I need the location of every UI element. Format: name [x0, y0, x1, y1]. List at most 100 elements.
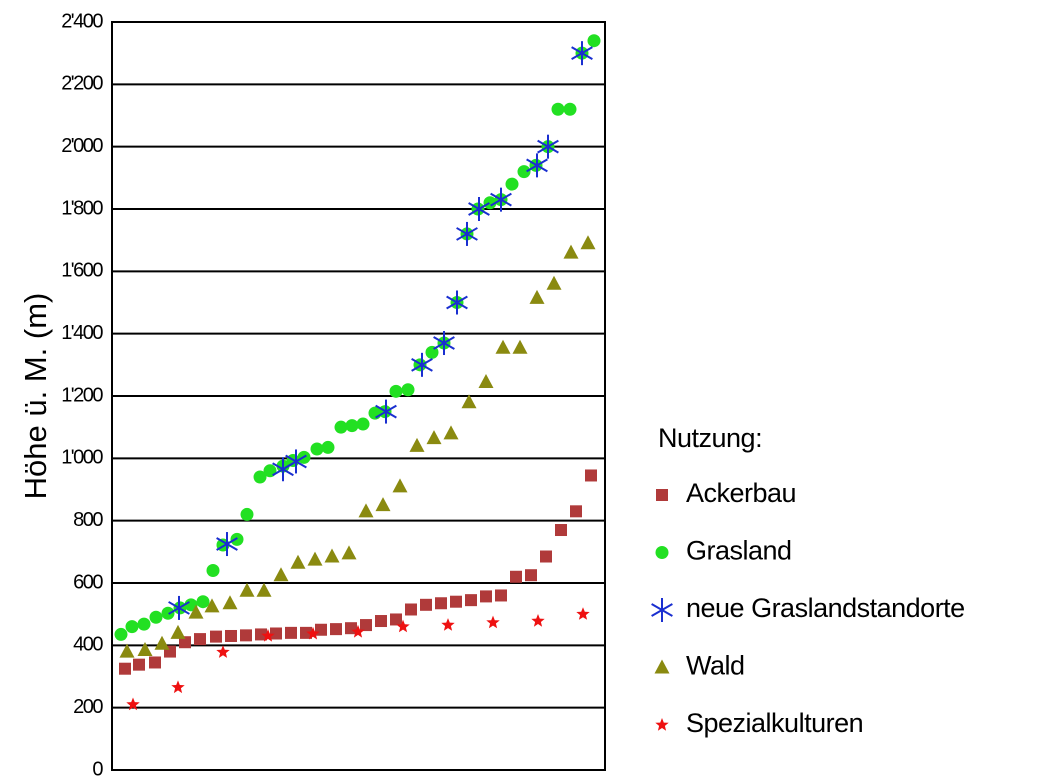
marker: [505, 177, 519, 191]
point: [356, 417, 370, 431]
point: [435, 597, 447, 610]
point: [570, 505, 582, 518]
point: [375, 497, 391, 512]
point: [478, 373, 494, 388]
marker: [529, 289, 545, 304]
point: [443, 425, 459, 440]
marker: [179, 636, 191, 649]
point: [392, 478, 408, 493]
point: [426, 430, 442, 445]
point: [563, 244, 579, 259]
marker: [512, 339, 528, 354]
marker: [495, 589, 507, 602]
marker: [240, 507, 254, 521]
point: [505, 177, 519, 191]
marker: [225, 629, 237, 642]
marker: [401, 383, 415, 397]
y-tick-label: 2'400: [61, 10, 103, 32]
marker: [654, 659, 670, 674]
marker: [525, 569, 537, 582]
point: [149, 656, 161, 669]
marker: [468, 202, 490, 216]
y-tick-label: 1'600: [61, 260, 103, 282]
marker: [351, 624, 365, 638]
point: [585, 469, 597, 482]
marker: [375, 497, 391, 512]
point: [194, 633, 206, 646]
marker: [517, 165, 531, 179]
point: [216, 645, 230, 658]
marker: [137, 617, 151, 631]
point: [255, 628, 267, 641]
point: [555, 524, 567, 537]
marker: [435, 597, 447, 610]
marker: [551, 102, 565, 116]
point: [409, 437, 425, 452]
point: [179, 636, 191, 649]
marker: [307, 551, 323, 566]
marker: [126, 697, 140, 711]
marker: [563, 244, 579, 259]
point: [351, 624, 365, 638]
point: [551, 102, 565, 116]
point: [495, 589, 507, 602]
point: [540, 550, 552, 563]
point: [149, 610, 163, 624]
marker: [446, 295, 468, 310]
legend-marker: [655, 546, 669, 559]
point: [285, 449, 307, 474]
point: [495, 339, 511, 354]
point: [161, 606, 175, 620]
point: [114, 627, 128, 641]
point: [480, 590, 492, 603]
y-tick-label: 400: [73, 634, 103, 656]
point: [285, 626, 297, 639]
marker: [256, 582, 272, 597]
marker: [510, 570, 522, 583]
point: [137, 642, 153, 657]
marker: [119, 662, 131, 675]
marker: [196, 595, 210, 609]
marker: [149, 656, 161, 669]
point: [576, 607, 590, 620]
point: [571, 41, 593, 66]
point: [420, 598, 432, 611]
marker: [655, 546, 669, 559]
point: [441, 618, 455, 631]
marker: [526, 158, 548, 173]
point: [171, 680, 185, 694]
marker: [204, 598, 220, 613]
point: [168, 595, 190, 620]
marker: [531, 614, 545, 627]
point: [210, 630, 222, 643]
marker: [216, 537, 238, 551]
marker: [389, 384, 403, 398]
marker: [270, 627, 282, 640]
marker: [114, 627, 128, 641]
legend-marker: [656, 489, 668, 501]
point: [461, 394, 477, 409]
legend-marker: [655, 718, 669, 731]
marker: [456, 227, 478, 241]
point: [468, 197, 490, 221]
marker: [480, 590, 492, 603]
point: [345, 419, 359, 433]
marker: [137, 642, 153, 657]
marker: [450, 595, 462, 608]
legend-label: Ackerbau: [686, 478, 796, 508]
y-tick-label: 1'400: [61, 322, 103, 344]
point: [375, 615, 387, 628]
marker: [656, 489, 668, 501]
marker: [310, 442, 324, 456]
marker: [125, 620, 139, 634]
point: [433, 331, 455, 356]
point: [261, 629, 275, 642]
marker: [409, 437, 425, 452]
point: [290, 554, 306, 569]
point: [263, 464, 277, 478]
marker: [341, 545, 357, 560]
point: [563, 102, 577, 116]
marker: [546, 275, 562, 290]
point: [321, 440, 335, 454]
